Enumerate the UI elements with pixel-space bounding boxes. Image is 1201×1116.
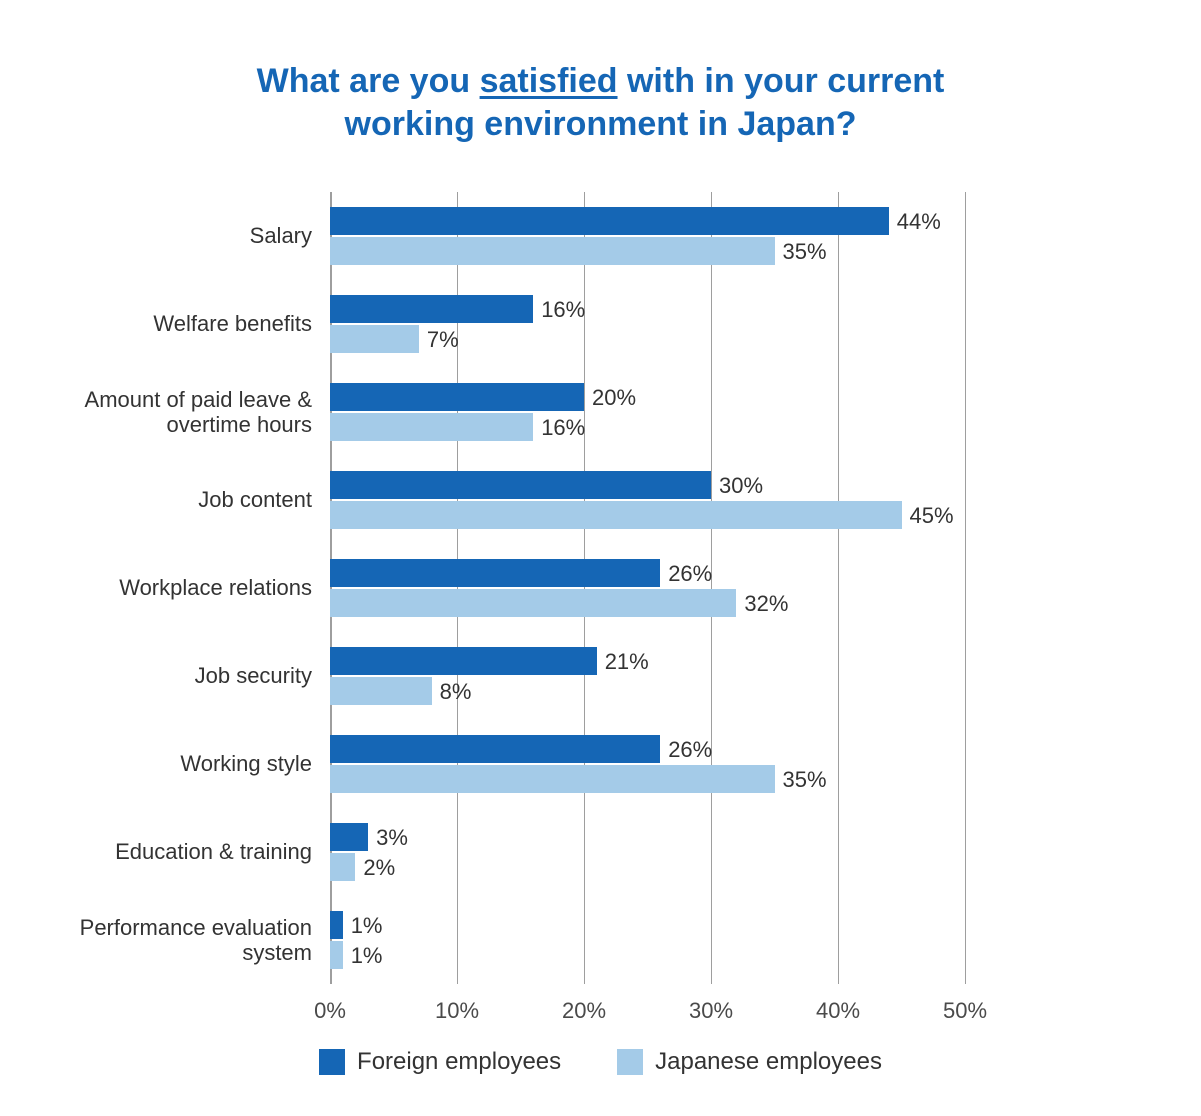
grid-line [838,192,839,984]
bar-value-label: 20% [592,385,636,411]
title-underlined: satisfied [480,62,618,100]
title-text: What are you satisfied with in your curr… [257,62,945,100]
plot-area: 0%10%20%30%40%50%Salary44%35%Welfare ben… [330,192,965,984]
x-tick-label: 30% [689,998,733,1024]
x-tick-label: 50% [943,998,987,1024]
category-label: Job security [22,663,312,688]
category-label: Performance evaluationsystem [22,915,312,966]
bar [330,853,355,881]
bar-value-label: 3% [376,825,408,851]
chart-container: What are you satisfied with in your curr… [0,0,1201,1116]
bar [330,735,660,763]
legend-item: Japanese employees [617,1048,882,1076]
category-label: Workplace relations [22,575,312,600]
bar-value-label: 1% [351,943,383,969]
bar-value-label: 26% [668,561,712,587]
bar [330,237,775,265]
title-line2: working environment in Japan? [345,105,857,143]
x-tick-label: 40% [816,998,860,1024]
bar-value-label: 35% [783,767,827,793]
bar-value-label: 21% [605,649,649,675]
bar [330,207,889,235]
bar-value-label: 2% [363,855,395,881]
legend-item: Foreign employees [319,1048,561,1076]
bar-value-label: 30% [719,473,763,499]
category-label: Job content [22,487,312,512]
bar [330,325,419,353]
bar-value-label: 16% [541,415,585,441]
bar-value-label: 26% [668,737,712,763]
bar-value-label: 1% [351,913,383,939]
category-label: Welfare benefits [22,311,312,336]
bar [330,823,368,851]
legend: Foreign employees Japanese employees [0,1048,1201,1080]
category-label: Working style [22,751,312,776]
bar [330,413,533,441]
chart-title: What are you satisfied with in your curr… [0,60,1201,145]
bar [330,765,775,793]
bar-value-label: 35% [783,239,827,265]
bar-value-label: 7% [427,327,459,353]
bar [330,471,711,499]
bar-value-label: 44% [897,209,941,235]
x-tick-label: 10% [435,998,479,1024]
bar [330,677,432,705]
grid-line [965,192,966,984]
bar-value-label: 16% [541,297,585,323]
x-tick-label: 20% [562,998,606,1024]
bar [330,941,343,969]
category-label: Amount of paid leave &overtime hours [22,387,312,438]
bar-value-label: 8% [440,679,472,705]
bar [330,647,597,675]
legend-swatch [617,1049,643,1075]
bar [330,501,902,529]
bar [330,559,660,587]
category-label: Education & training [22,839,312,864]
legend-label: Japanese employees [655,1048,882,1076]
bar [330,295,533,323]
bar [330,383,584,411]
bar [330,589,736,617]
bar-value-label: 32% [744,591,788,617]
legend-swatch [319,1049,345,1075]
grid-line [711,192,712,984]
bar-value-label: 45% [910,503,954,529]
category-label: Salary [22,223,312,248]
legend-label: Foreign employees [357,1048,561,1076]
x-tick-label: 0% [314,998,346,1024]
bar [330,911,343,939]
